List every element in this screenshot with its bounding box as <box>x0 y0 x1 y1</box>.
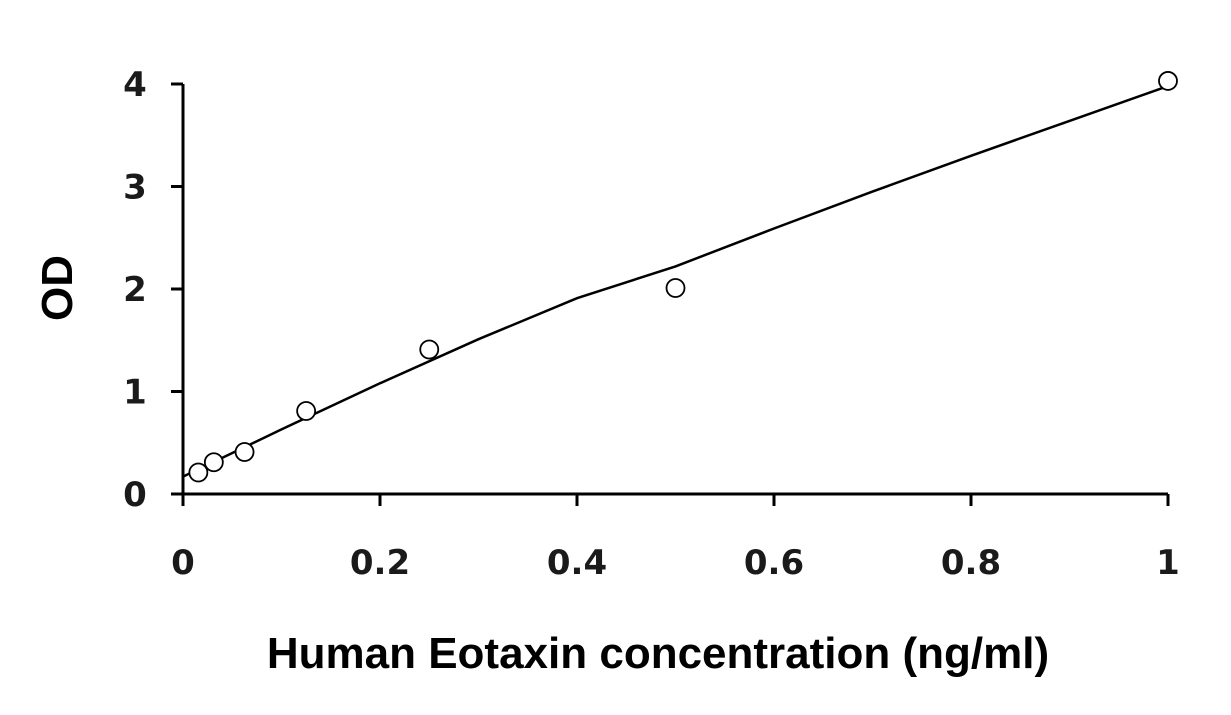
x-tick-label: 0.2 <box>350 543 410 583</box>
x-tick-label: 0.8 <box>941 543 1001 583</box>
fit-curve-group <box>182 84 1169 478</box>
x-tick-label: 0.4 <box>547 543 607 583</box>
y-tick-label: 0 <box>123 475 147 515</box>
fit-curve <box>182 84 1169 478</box>
data-point <box>296 401 317 421</box>
data-point <box>419 339 440 360</box>
y-axis-ticks: 0 1 2 3 4 <box>123 65 183 515</box>
x-axis-label: Human Eotaxin concentration (ng/ml) <box>267 629 1049 678</box>
x-tick-label: 0.6 <box>744 543 804 583</box>
y-tick-label: 1 <box>123 373 147 413</box>
data-point <box>1158 71 1178 91</box>
data-points <box>188 71 1178 483</box>
y-axis-label: OD <box>33 255 82 321</box>
x-tick-label: 1 <box>1156 543 1180 583</box>
x-axis-ticks: 0 0.2 0.4 0.6 0.8 1 <box>171 494 1180 583</box>
y-tick-label: 2 <box>123 270 147 310</box>
data-point <box>234 442 255 462</box>
data-point <box>188 462 209 483</box>
y-tick-label: 3 <box>123 168 147 208</box>
x-tick-label: 0 <box>171 543 195 583</box>
data-point <box>203 452 224 473</box>
y-tick-label: 4 <box>123 65 147 105</box>
data-point <box>665 278 686 298</box>
